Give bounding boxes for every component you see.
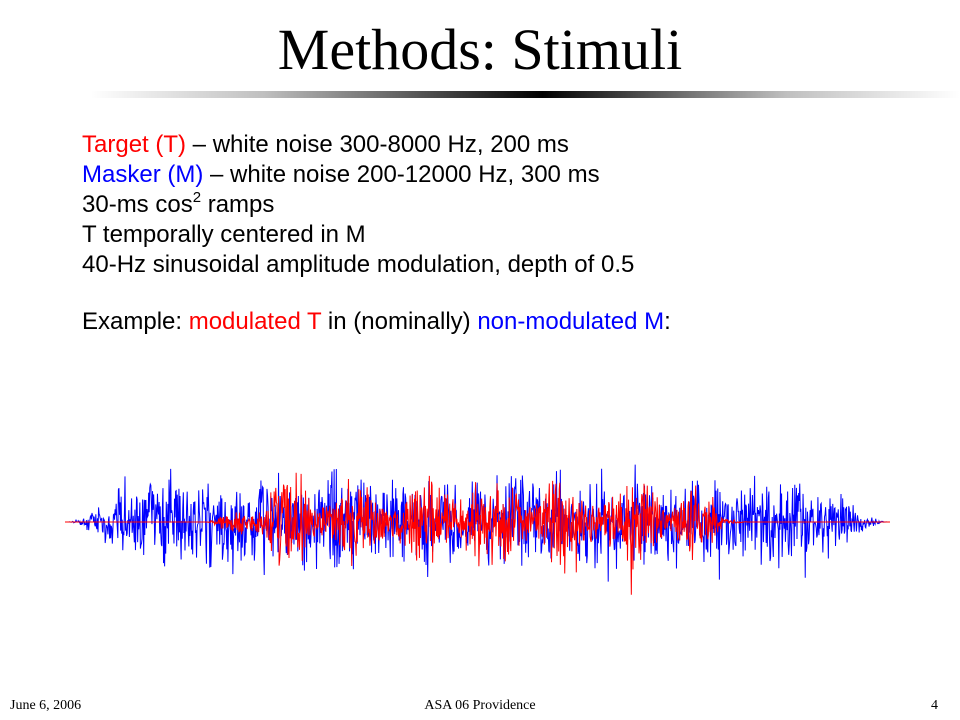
slide-title: Methods: Stimuli — [277, 17, 683, 82]
footer-page-number: 4 — [931, 698, 938, 713]
example-line: Example: modulated T in (nominally) non-… — [82, 307, 942, 337]
stimulus-waveform — [65, 464, 890, 595]
footer-event: ASA 06 Providence — [424, 698, 536, 713]
target-line: Target (T) – white noise 300-8000 Hz, 20… — [82, 130, 942, 160]
target-label: Target (T) — [82, 131, 187, 158]
slide-body: Target (T) – white noise 300-8000 Hz, 20… — [82, 130, 942, 337]
target-description: – white noise 300-8000 Hz, 200 ms — [186, 131, 569, 158]
masker-waveform — [65, 464, 890, 582]
am-line: 40-Hz sinusoidal amplitude modulation, d… — [82, 251, 635, 278]
target-waveform — [65, 472, 890, 595]
masker-label: Masker (M) — [82, 161, 204, 188]
ramps-superscript: 2 — [192, 189, 202, 206]
example-masker-part: non-modulated M — [477, 308, 665, 335]
example-prefix: Example: — [82, 308, 189, 335]
ramps-line: 30-ms cos2 ramps — [82, 190, 942, 220]
footer-date: June 6, 2006 — [10, 698, 82, 713]
example-middle: in (nominally) — [321, 308, 478, 335]
ramps-text: 30-ms cos — [82, 191, 193, 218]
masker-description: – white noise 200-12000 Hz, 300 ms — [203, 161, 600, 188]
title-rule — [90, 91, 960, 98]
example-target-part: modulated T — [188, 308, 322, 335]
centered-line: T temporally centered in M — [82, 221, 366, 248]
example-suffix: : — [664, 308, 671, 335]
ramps-text-after: ramps — [201, 191, 275, 218]
masker-line: Masker (M) – white noise 200-12000 Hz, 3… — [82, 160, 942, 190]
